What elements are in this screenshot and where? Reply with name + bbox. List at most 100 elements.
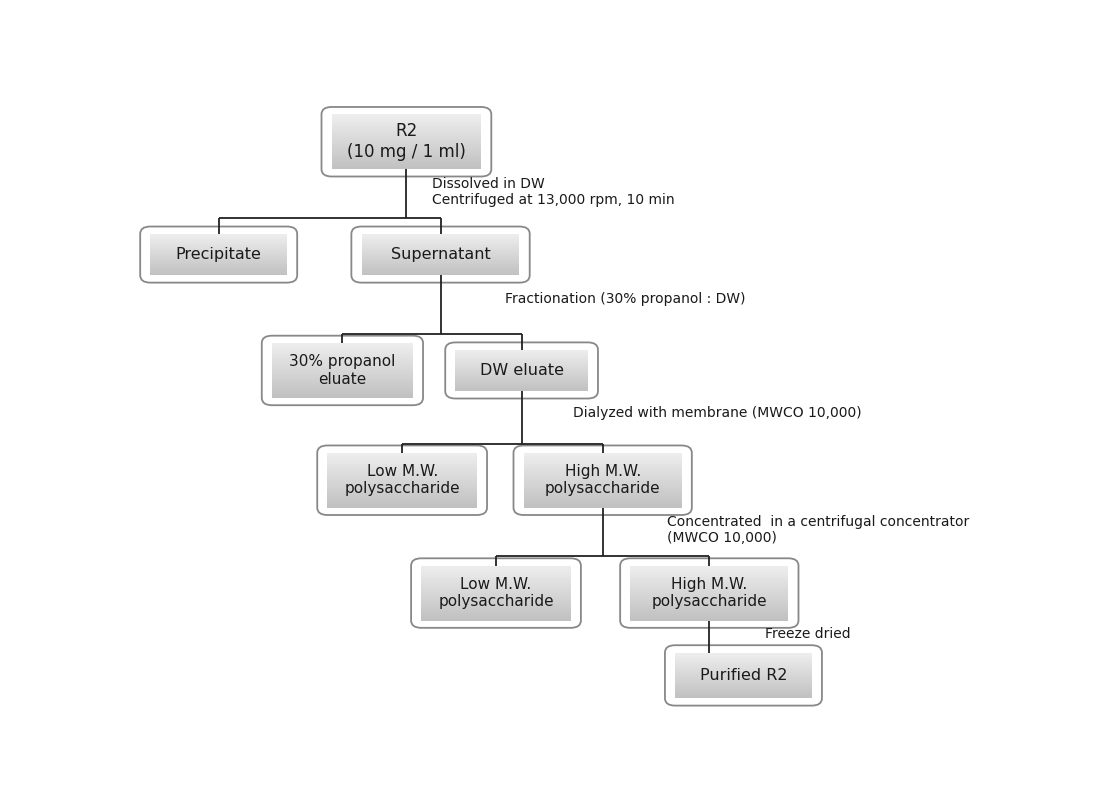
Bar bbox=[331, 149, 481, 151]
Bar bbox=[361, 258, 520, 260]
Bar bbox=[272, 363, 413, 365]
Bar bbox=[272, 389, 413, 390]
Bar bbox=[331, 166, 481, 167]
Bar bbox=[331, 154, 481, 156]
Bar bbox=[524, 498, 682, 500]
Text: Dissolved in DW
Centrifuged at 13,000 rpm, 10 min: Dissolved in DW Centrifuged at 13,000 rp… bbox=[432, 177, 675, 206]
Bar bbox=[524, 474, 682, 477]
Bar bbox=[524, 466, 682, 467]
Bar bbox=[456, 350, 588, 351]
Bar bbox=[361, 234, 520, 235]
Bar bbox=[675, 683, 811, 685]
Bar bbox=[524, 502, 682, 504]
Bar bbox=[151, 241, 287, 242]
Bar bbox=[456, 351, 588, 353]
Bar bbox=[631, 567, 788, 570]
Bar bbox=[524, 471, 682, 473]
Bar bbox=[327, 466, 477, 467]
Bar bbox=[422, 610, 570, 611]
Bar bbox=[675, 688, 811, 689]
Bar bbox=[456, 372, 588, 374]
Bar bbox=[524, 453, 682, 454]
Bar bbox=[361, 246, 520, 248]
Bar bbox=[361, 256, 520, 258]
Bar bbox=[422, 597, 570, 598]
Bar bbox=[456, 369, 588, 370]
Bar bbox=[631, 591, 788, 593]
Bar bbox=[456, 384, 588, 386]
Bar bbox=[422, 611, 570, 613]
Bar bbox=[631, 608, 788, 610]
Bar bbox=[327, 470, 477, 471]
Bar bbox=[422, 566, 570, 567]
Bar bbox=[361, 260, 520, 262]
Bar bbox=[456, 389, 588, 390]
Bar bbox=[422, 602, 570, 604]
Bar bbox=[631, 618, 788, 621]
Bar bbox=[151, 235, 287, 237]
Bar bbox=[361, 249, 520, 250]
Bar bbox=[361, 274, 520, 275]
Bar bbox=[151, 258, 287, 260]
Bar bbox=[361, 270, 520, 271]
Bar bbox=[456, 362, 588, 363]
Bar bbox=[151, 252, 287, 253]
Bar bbox=[331, 153, 481, 154]
Bar bbox=[272, 366, 413, 369]
Text: Supernatant: Supernatant bbox=[391, 247, 490, 262]
Bar bbox=[422, 608, 570, 610]
Bar bbox=[675, 662, 811, 663]
Text: Dialyzed with membrane (MWCO 10,000): Dialyzed with membrane (MWCO 10,000) bbox=[573, 406, 861, 420]
Bar bbox=[361, 268, 520, 270]
Bar bbox=[331, 151, 481, 153]
Bar bbox=[331, 156, 481, 158]
Bar bbox=[675, 689, 811, 690]
Bar bbox=[331, 160, 481, 162]
Bar bbox=[524, 482, 682, 484]
Bar bbox=[524, 462, 682, 464]
Bar bbox=[151, 238, 287, 239]
Text: Precipitate: Precipitate bbox=[176, 247, 262, 262]
Bar bbox=[272, 356, 413, 358]
Bar bbox=[631, 580, 788, 582]
Bar bbox=[675, 672, 811, 674]
Bar bbox=[631, 613, 788, 615]
Bar bbox=[327, 464, 477, 466]
Bar bbox=[524, 454, 682, 457]
Bar bbox=[631, 606, 788, 608]
Bar bbox=[327, 471, 477, 473]
Bar bbox=[422, 582, 570, 584]
Bar bbox=[272, 369, 413, 370]
Bar bbox=[272, 343, 413, 345]
Text: Low M.W.
polysaccharide: Low M.W. polysaccharide bbox=[345, 464, 460, 497]
Bar bbox=[675, 655, 811, 657]
Bar bbox=[361, 253, 520, 254]
Bar bbox=[422, 584, 570, 586]
Bar bbox=[456, 390, 588, 391]
Bar bbox=[675, 658, 811, 660]
Bar bbox=[422, 593, 570, 595]
Bar bbox=[272, 376, 413, 378]
Bar bbox=[327, 478, 477, 480]
Bar bbox=[327, 453, 477, 454]
Bar bbox=[524, 467, 682, 470]
Bar bbox=[151, 274, 287, 275]
Bar bbox=[327, 506, 477, 508]
Bar bbox=[456, 353, 588, 354]
Bar bbox=[524, 506, 682, 508]
Bar bbox=[456, 383, 588, 384]
Bar bbox=[675, 697, 811, 698]
Bar bbox=[631, 597, 788, 598]
Bar bbox=[675, 680, 811, 682]
Bar bbox=[524, 497, 682, 498]
Bar bbox=[272, 396, 413, 398]
Bar bbox=[327, 454, 477, 457]
Bar bbox=[631, 611, 788, 613]
Bar bbox=[331, 130, 481, 133]
Bar bbox=[327, 497, 477, 498]
Text: Low M.W.
polysaccharide: Low M.W. polysaccharide bbox=[438, 577, 554, 610]
Bar bbox=[631, 590, 788, 591]
Bar bbox=[331, 129, 481, 130]
Bar bbox=[456, 386, 588, 387]
Bar bbox=[631, 593, 788, 595]
